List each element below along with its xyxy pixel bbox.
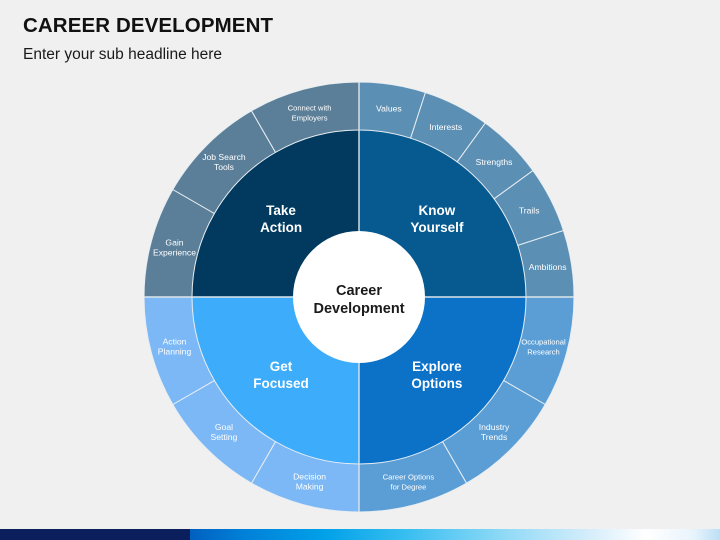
outer-segment-label: Strengths <box>476 157 513 167</box>
outer-segment-label: Connect with Employers <box>288 104 332 123</box>
outer-segment-label: Decision Making <box>293 471 326 491</box>
quadrant-label-take-action: Take Action <box>260 203 302 235</box>
quadrant-label-get-focused: Get Focused <box>253 359 309 391</box>
quadrant-label-know-yourself: Know Yourself <box>410 203 464 235</box>
wheel-quadrant-explore-options[interactable]: Occupational Research Industry Trends Career… <box>358 296 575 513</box>
outer-segment-label: Job Search Tools <box>202 152 246 172</box>
bottom-accent-bar <box>0 529 720 540</box>
hub-label: Career Development <box>313 283 404 317</box>
accent-bar-navy <box>0 529 190 540</box>
outer-segment-label: Career Options for Degree <box>383 472 435 491</box>
outer-segment-label: Interests <box>429 122 462 132</box>
outer-segment-label: Trails <box>519 205 540 215</box>
quadrant-label-explore-options: Explore Options <box>411 359 462 391</box>
page-subtitle: Enter your sub headline here <box>23 46 223 63</box>
page-title: CAREER DEVELOPMENT <box>23 14 274 37</box>
outer-segment-label: Ambitions <box>529 262 567 272</box>
outer-segment-label: Industry Trends <box>479 422 510 442</box>
outer-segment-label: Occupational Research <box>521 337 566 356</box>
outer-segment-label: Gain Experience <box>153 238 196 258</box>
outer-segment-label: Action Planning <box>158 336 192 356</box>
hub-circle[interactable] <box>293 231 425 363</box>
outer-segment-label: Goal Setting <box>211 422 238 442</box>
outer-segment-label: Values <box>376 103 402 113</box>
accent-bar-gradient <box>190 529 720 540</box>
